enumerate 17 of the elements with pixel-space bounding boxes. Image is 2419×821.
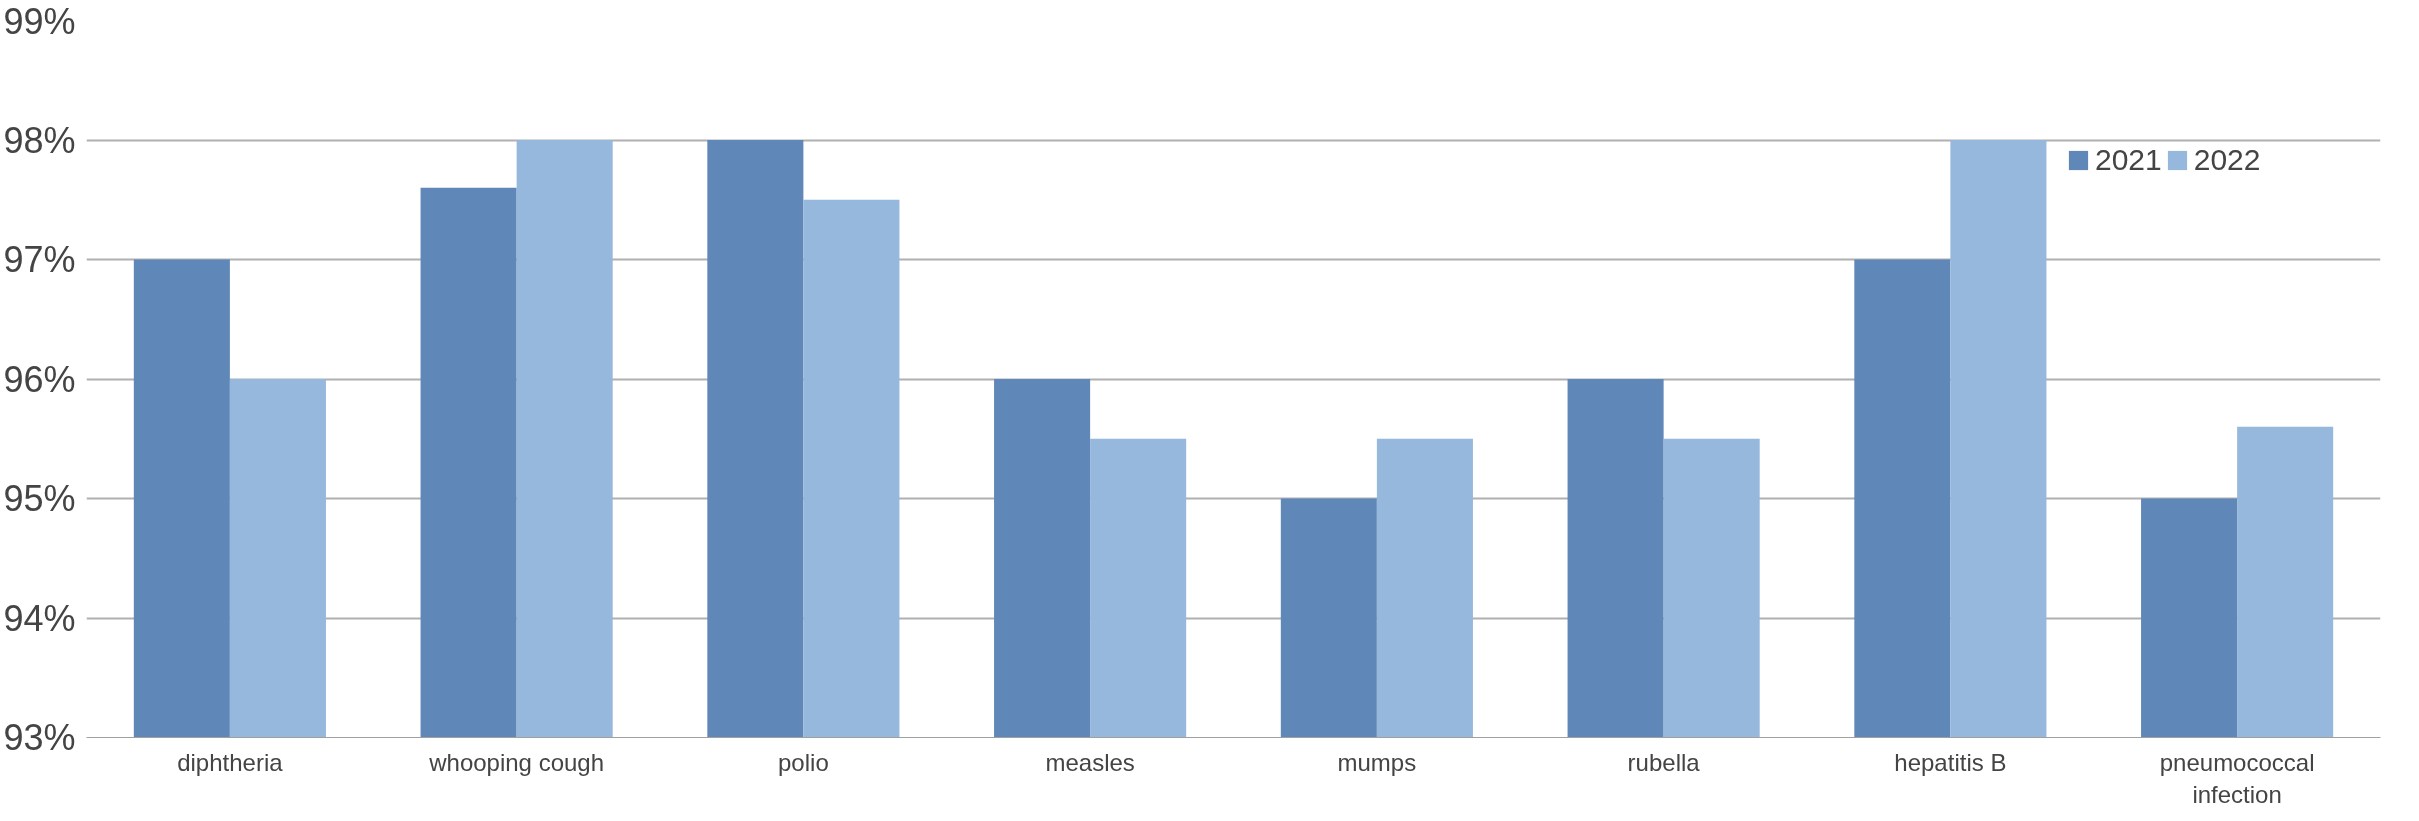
y-tick-label: 95% <box>3 478 76 519</box>
y-tick-label: 94% <box>3 597 76 639</box>
x-tick-label: mumps <box>1337 748 1417 776</box>
legend-label: 2022 <box>2193 143 2261 177</box>
x-tick-label: diphtheria <box>177 748 284 776</box>
y-tick-label: 93% <box>3 717 76 758</box>
y-tick-label: 97% <box>3 239 76 280</box>
y-tick-label: 98% <box>3 119 76 161</box>
x-tick-label: pneumococcal infection <box>2159 748 2315 808</box>
x-tick-label: measles <box>1045 748 1135 776</box>
y-tick-label: 96% <box>3 358 76 400</box>
x-tick-label: hepatitis B <box>1894 748 2007 776</box>
x-tick-label: whooping cough <box>428 748 605 776</box>
legend-label: 2021 <box>2095 143 2162 177</box>
y-tick-label: 99% <box>3 0 76 42</box>
x-tick-label: polio <box>778 748 829 776</box>
x-tick-label: rubella <box>1627 748 1701 776</box>
